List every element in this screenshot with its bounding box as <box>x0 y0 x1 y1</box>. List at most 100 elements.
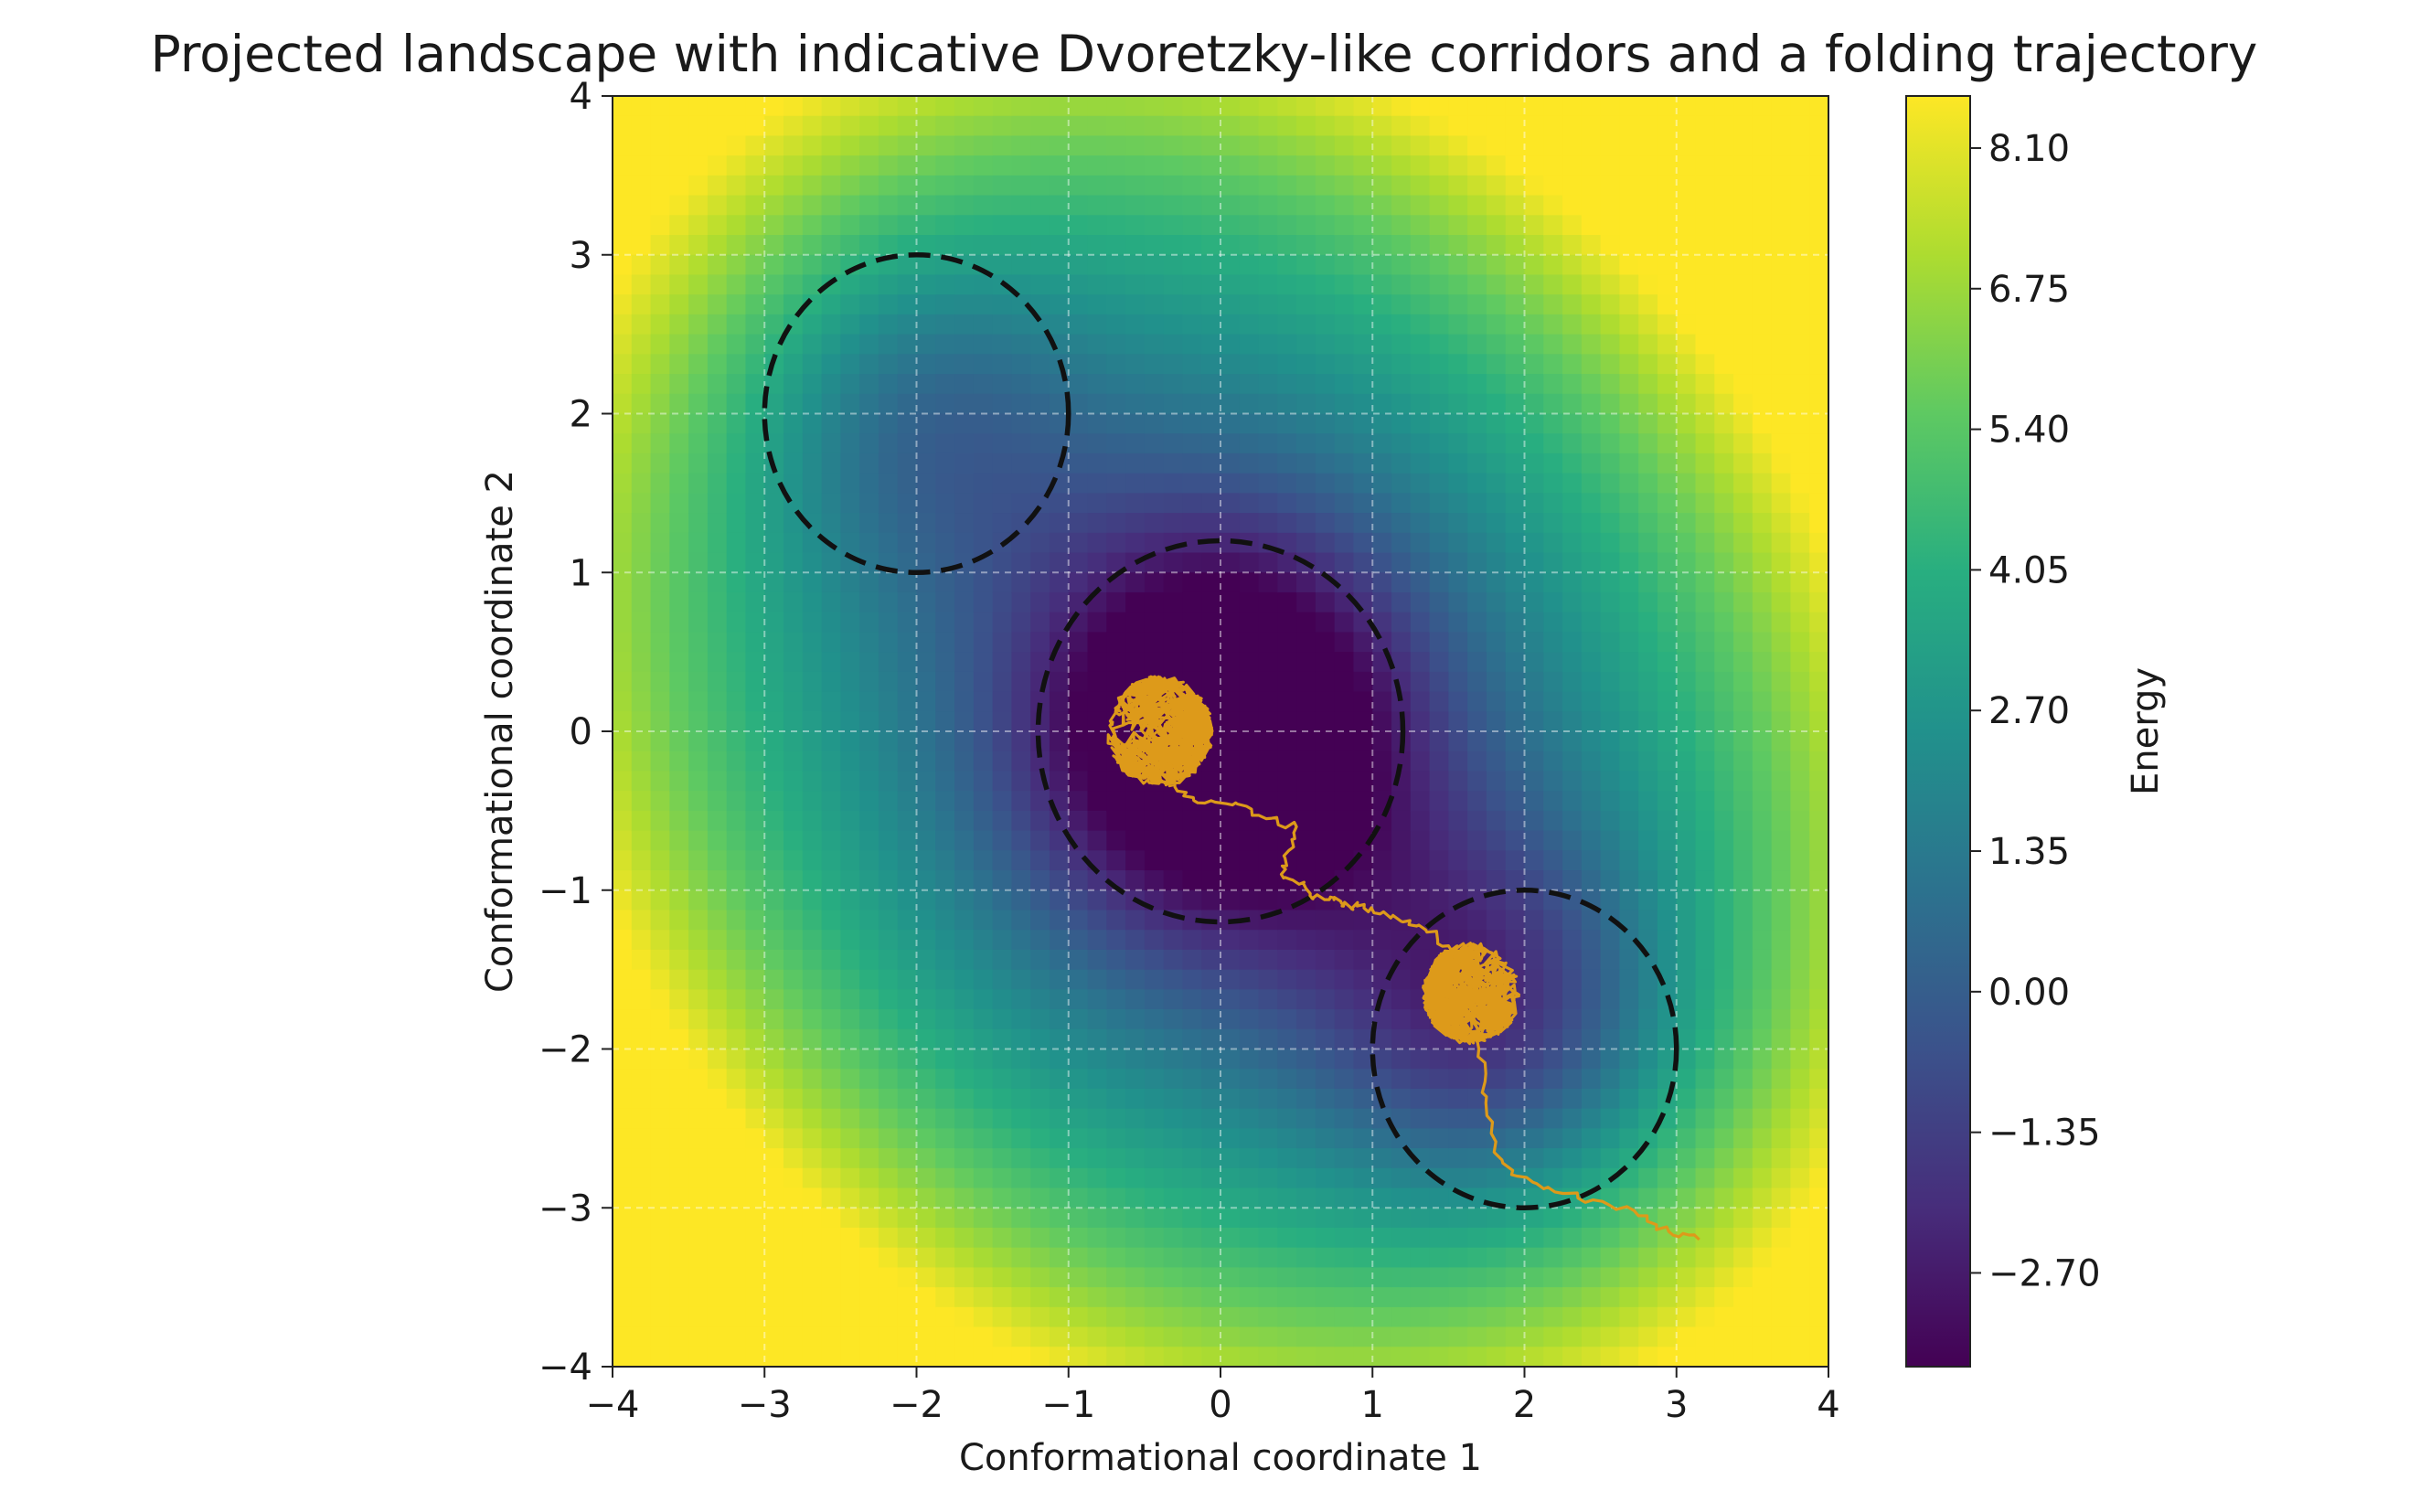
heatmap-cell <box>1201 493 1221 514</box>
heatmap-cell <box>1239 711 1260 732</box>
heatmap-cell <box>1220 374 1241 395</box>
heatmap-cell <box>897 294 918 315</box>
heatmap-cell <box>1619 1267 1639 1288</box>
heatmap-cell <box>1448 552 1468 574</box>
heatmap-cell <box>1790 1187 1811 1209</box>
heatmap-cell <box>1771 1247 1792 1269</box>
heatmap-cell <box>707 135 728 156</box>
heatmap-cell <box>1410 850 1431 871</box>
heatmap-cell <box>1676 433 1697 454</box>
heatmap-cell <box>1638 314 1658 335</box>
heatmap-cell <box>1087 889 1108 911</box>
heatmap-cell <box>992 949 1013 971</box>
heatmap-cell <box>1049 175 1070 197</box>
heatmap-cell <box>1448 751 1468 772</box>
heatmap-cell <box>1695 274 1716 295</box>
heatmap-cell <box>935 830 955 852</box>
heatmap-cell <box>1790 889 1811 911</box>
heatmap-cell <box>764 195 784 217</box>
heatmap-cell <box>897 1049 918 1070</box>
heatmap-cell <box>1809 195 1828 217</box>
heatmap-cell <box>935 1326 955 1348</box>
heatmap-cell <box>1277 135 1297 156</box>
heatmap-cell <box>1410 1028 1431 1050</box>
heatmap-cell <box>688 1326 709 1348</box>
heatmap-cell <box>973 1227 994 1249</box>
heatmap-cell <box>1372 731 1392 752</box>
heatmap-cell <box>1733 632 1753 653</box>
heatmap-cell <box>650 195 671 217</box>
heatmap-cell <box>1486 1247 1507 1269</box>
heatmap-cell <box>1163 294 1184 315</box>
heatmap-cell <box>1372 751 1392 772</box>
heatmap-cell <box>1676 532 1697 554</box>
heatmap-cell <box>1182 334 1203 356</box>
heatmap-cell <box>1771 1028 1792 1050</box>
heatmap-cell <box>1220 413 1241 435</box>
heatmap-cell <box>1600 1287 1621 1308</box>
heatmap-cell <box>1638 810 1658 832</box>
heatmap-cell <box>1372 1009 1392 1030</box>
heatmap-cell <box>1049 711 1070 732</box>
heatmap-cell <box>1771 969 1792 991</box>
heatmap-cell <box>1809 711 1828 732</box>
heatmap-cell <box>764 1049 784 1070</box>
heatmap-cell <box>1809 215 1828 236</box>
heatmap-cell <box>745 1108 766 1130</box>
heatmap-cell <box>669 850 689 871</box>
heatmap-cell <box>1372 155 1392 176</box>
heatmap-cell <box>1562 1287 1583 1308</box>
heatmap-cell <box>1714 930 1734 951</box>
heatmap-cell <box>1163 453 1184 474</box>
heatmap-cell <box>1600 850 1621 871</box>
heatmap-cell <box>1486 314 1507 335</box>
heatmap-cell <box>1277 1128 1297 1149</box>
heatmap-cell <box>1676 1287 1697 1308</box>
heatmap-cell <box>1524 1028 1545 1050</box>
heatmap-cell <box>973 632 994 653</box>
heatmap-cell <box>916 850 937 871</box>
heatmap-cell <box>1771 850 1792 871</box>
heatmap-cell <box>1144 1208 1165 1229</box>
heatmap-cell <box>935 771 955 792</box>
heatmap-cell <box>1220 889 1241 911</box>
heatmap-cell <box>1676 334 1697 356</box>
heatmap-cell <box>745 294 766 315</box>
heatmap-cell <box>1752 949 1773 971</box>
heatmap-cell <box>1372 889 1392 911</box>
heatmap-cell <box>1695 235 1716 256</box>
heatmap-cell <box>1011 711 1031 732</box>
heatmap-cell <box>802 1326 823 1348</box>
heatmap-cell <box>1714 155 1734 176</box>
heatmap-cell <box>650 1306 671 1328</box>
heatmap-cell <box>1714 711 1734 732</box>
heatmap-cell <box>745 949 766 971</box>
heatmap-cell <box>916 612 937 634</box>
heatmap-cell <box>1448 1267 1468 1288</box>
heatmap-cell <box>1201 96 1221 117</box>
heatmap-cell <box>1676 1108 1697 1130</box>
heatmap-cell <box>764 572 784 593</box>
heatmap-cell <box>1258 334 1279 356</box>
heatmap-cell <box>1372 493 1392 514</box>
heatmap-cell <box>1695 433 1716 454</box>
heatmap-cell <box>764 1088 784 1110</box>
heatmap-cell <box>650 652 671 673</box>
heatmap-cell <box>1410 1247 1431 1269</box>
heatmap-cell <box>1429 1306 1450 1328</box>
heatmap-cell <box>613 1267 633 1288</box>
heatmap-cell <box>1277 652 1297 673</box>
heatmap-cell <box>1239 552 1260 574</box>
heatmap-cell <box>1239 1148 1260 1169</box>
heatmap-cell <box>783 1148 804 1169</box>
heatmap-cell <box>1581 930 1602 951</box>
heatmap-cell <box>1144 870 1165 891</box>
heatmap-cell <box>745 870 766 891</box>
heatmap-cell <box>916 175 937 197</box>
heatmap-cell <box>1714 393 1734 415</box>
heatmap-cell <box>726 513 747 534</box>
heatmap-cell <box>764 671 784 693</box>
heatmap-cell <box>1657 632 1678 653</box>
heatmap-cell <box>1809 274 1828 295</box>
heatmap-cell <box>1809 1108 1828 1130</box>
